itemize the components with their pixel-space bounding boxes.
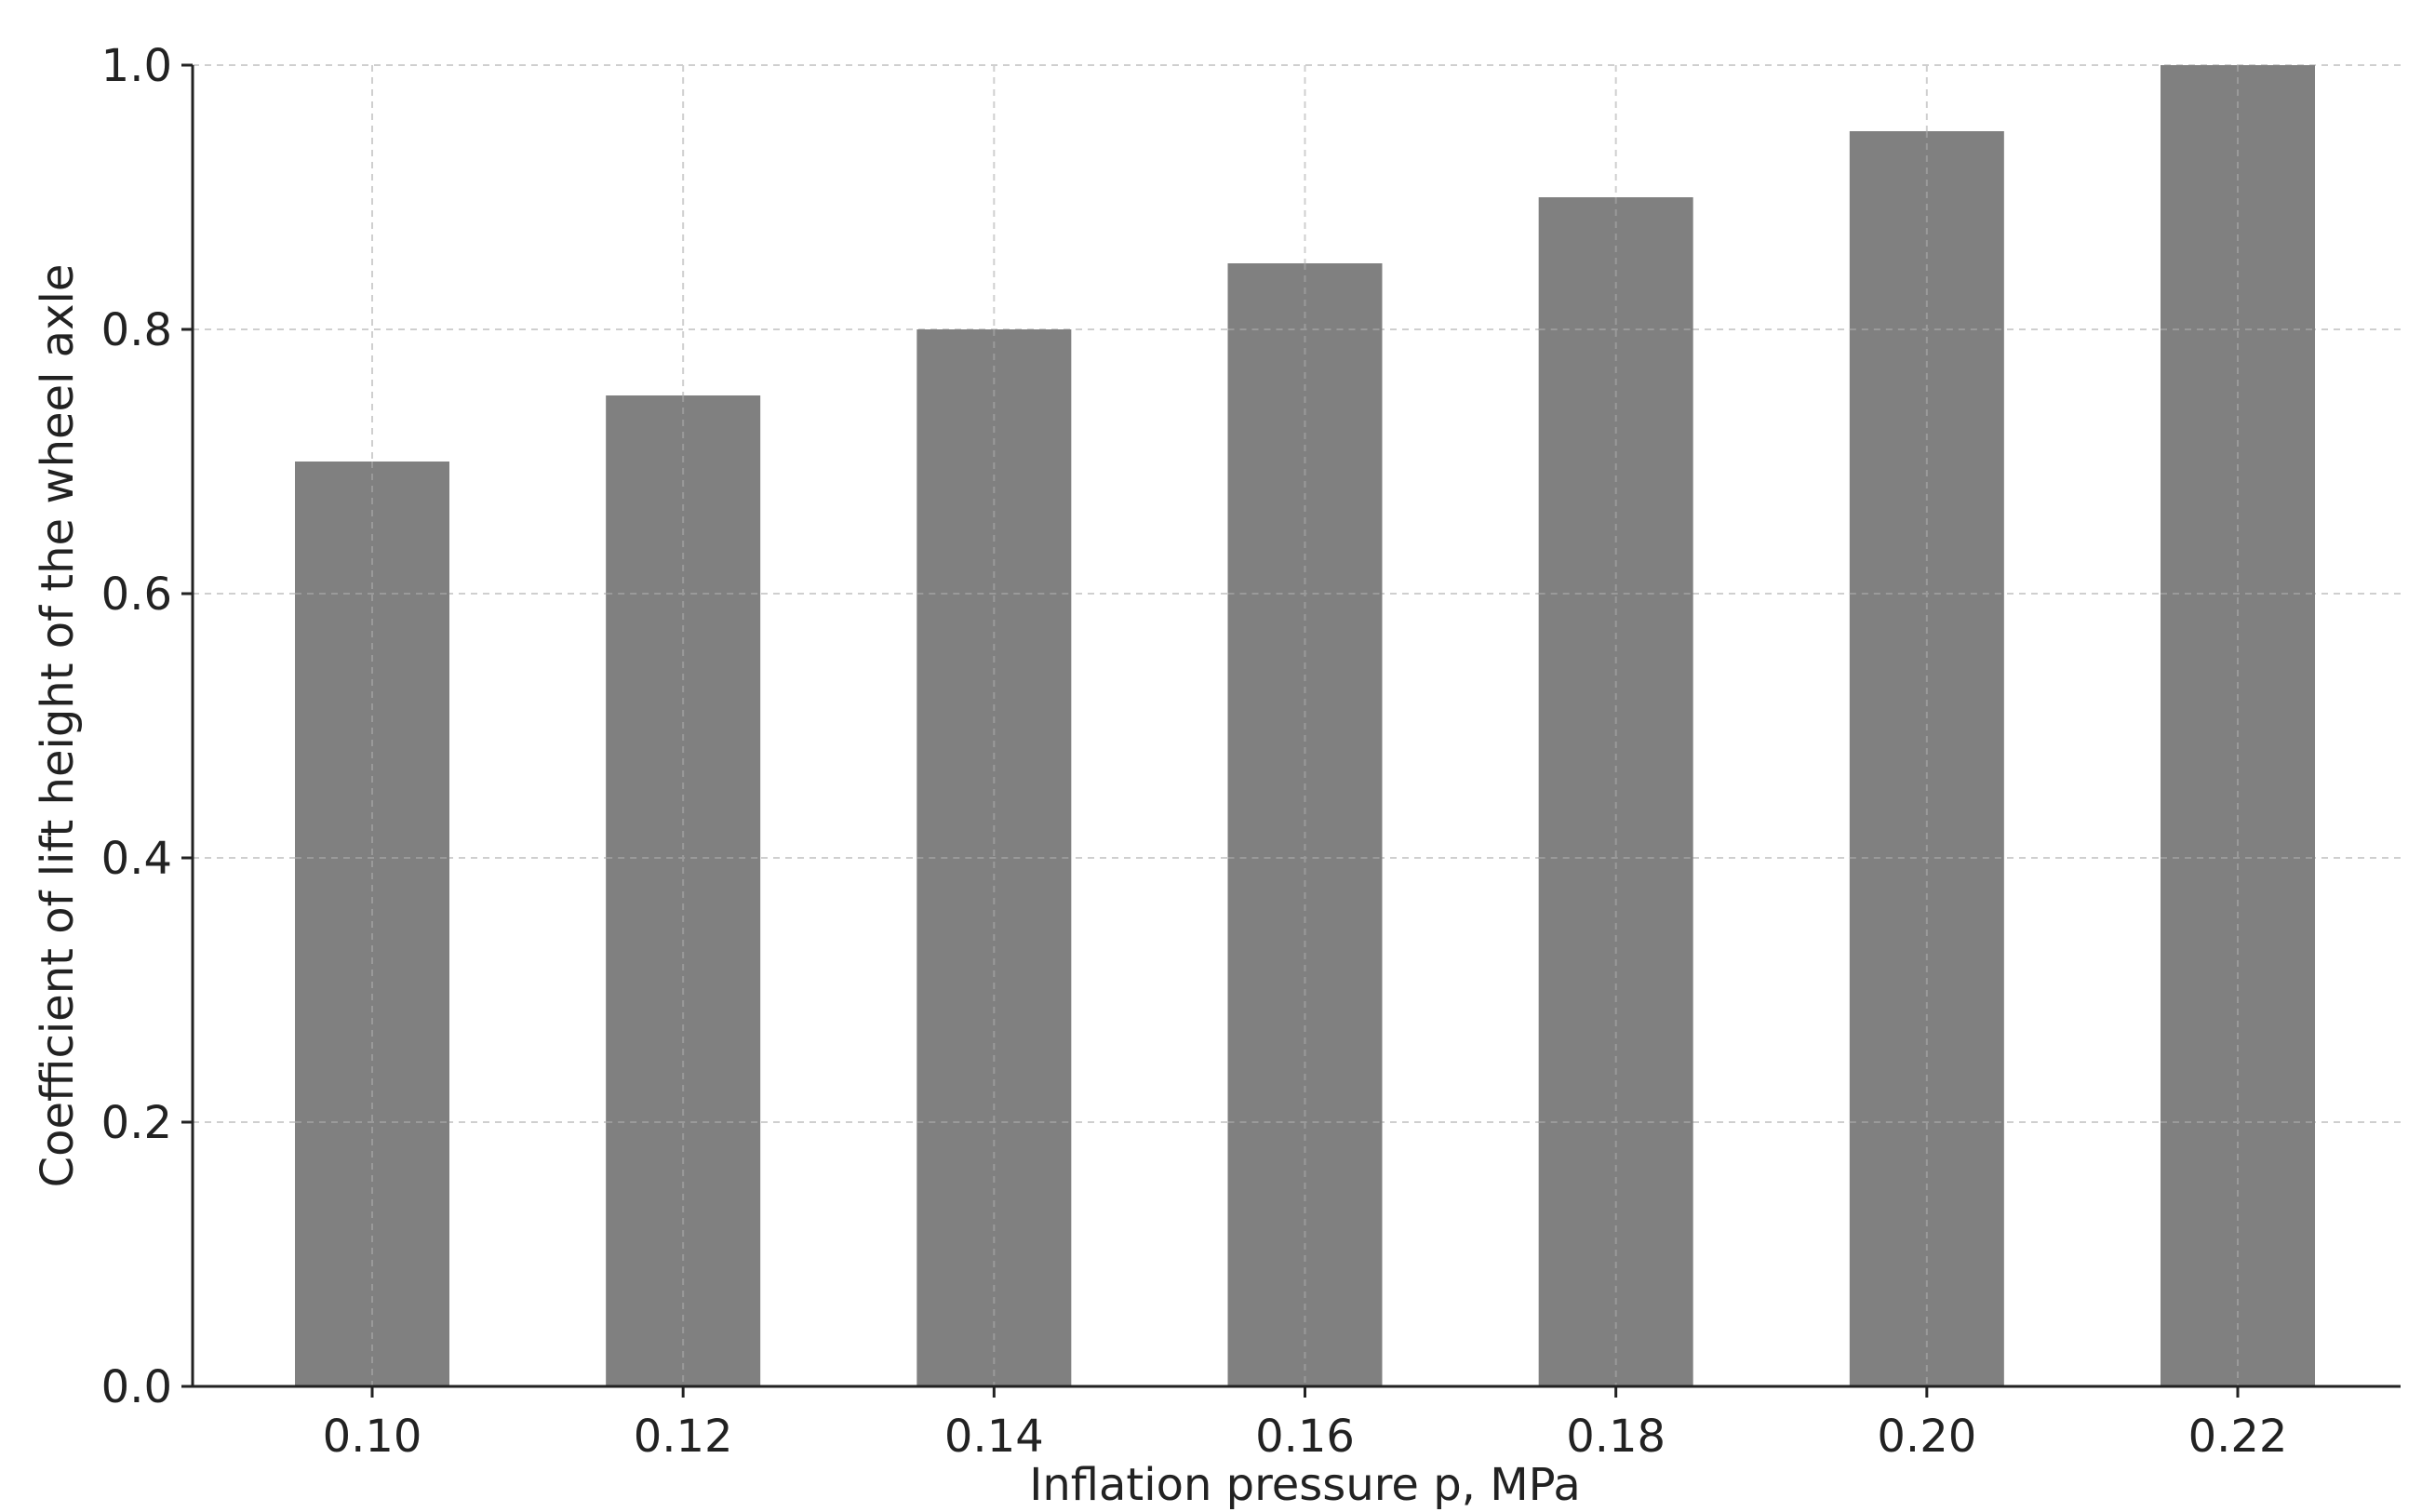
y-tick-label: 0.8 (101, 304, 172, 356)
x-tick-label: 0.14 (944, 1411, 1044, 1463)
y-tick-label: 0.6 (101, 569, 172, 621)
x-tick-label: 0.22 (2188, 1411, 2288, 1463)
y-tick-label: 0.0 (101, 1361, 172, 1413)
y-axis-ticks: 0.0 0.2 0.4 0.6 0.8 1.0 (101, 40, 193, 1413)
x-tick-label: 0.12 (634, 1411, 733, 1463)
bar-series (295, 65, 2315, 1386)
x-tick-label: 0.16 (1255, 1411, 1355, 1463)
y-tick-label: 1.0 (101, 40, 172, 92)
y-tick-label: 0.4 (101, 833, 172, 885)
x-tick-label: 0.10 (323, 1411, 422, 1463)
y-tick-label: 0.2 (101, 1097, 172, 1149)
x-tick-label: 0.18 (1566, 1411, 1666, 1463)
y-axis-title: Coefficient of lift height of the wheel … (32, 264, 84, 1188)
axes (191, 65, 2401, 1388)
x-axis-ticks: 0.10 0.12 0.14 0.16 0.18 0.20 0.22 (323, 1386, 2288, 1463)
x-tick-label: 0.20 (1877, 1411, 1976, 1463)
x-axis-title: Inflation pressure p, MPa (1029, 1459, 1581, 1511)
